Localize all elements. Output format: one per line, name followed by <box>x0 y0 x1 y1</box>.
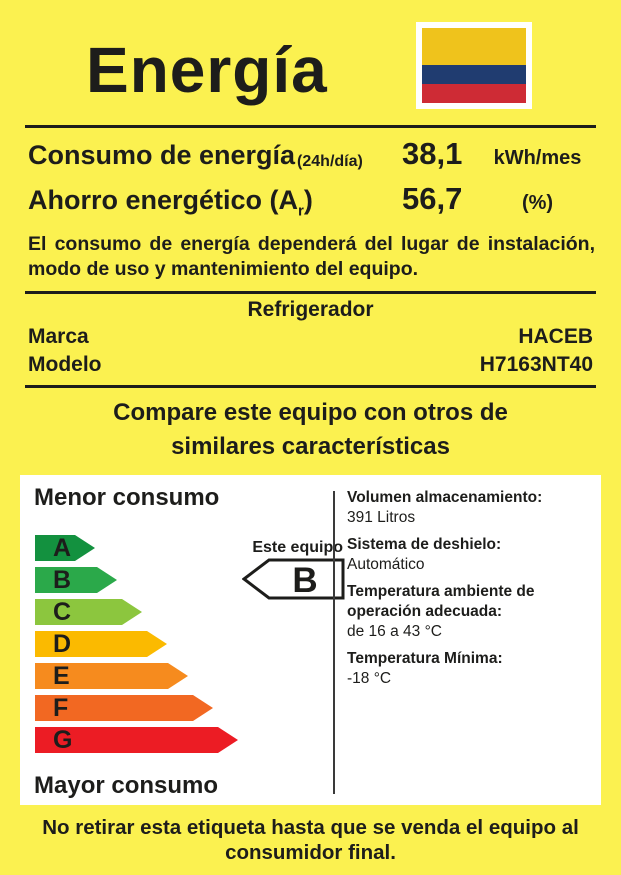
page-title: Energía <box>86 33 328 106</box>
grade-letter: D <box>53 630 72 658</box>
grade-letter: B <box>53 566 72 594</box>
rating-scale: A B C D E F G <box>35 535 238 759</box>
spec-item-min-temp: Temperatura Mínima: -18 °C <box>347 649 591 689</box>
divider-top <box>25 125 596 128</box>
header: Energía <box>0 0 621 125</box>
energy-rows: Consumo de energía (24h/día) 38,1 kWh/me… <box>0 128 621 226</box>
model-value: H7163NT40 <box>479 353 593 376</box>
savings-row: Ahorro energético (Ar) 56,7 (%) <box>28 181 595 226</box>
grade-arrow-g: G <box>35 727 238 753</box>
savings-unit: (%) <box>521 192 554 214</box>
scale-bottom-label: Mayor consumo <box>34 772 219 799</box>
grade-letter: C <box>53 598 72 626</box>
this-equipment-pointer: Este equipo B <box>241 539 346 606</box>
brand-label: Marca <box>28 325 89 348</box>
divider-bottom <box>25 385 596 388</box>
pointer-grade: B <box>292 561 317 600</box>
spec-item-volume: Volumen almacenamiento: 391 Litros <box>347 488 591 528</box>
savings-value: 56,7 <box>402 181 463 216</box>
spec-item-ambient-temp: Temperatura ambiente de operación adecua… <box>347 582 591 642</box>
grade-arrow-b: B <box>35 567 117 593</box>
spec-value: de 16 a 43 °C <box>347 623 442 640</box>
flag-stripe-red <box>422 84 526 103</box>
consumption-suffix: (24h/día) <box>297 153 363 170</box>
model-row: Modelo H7163NT40 <box>28 351 593 379</box>
grade-letter: A <box>53 534 72 562</box>
spec-item-defrost: Sistema de deshielo: Automático <box>347 535 591 575</box>
comparison-box: Menor consumo A B C D E F G Este equipo … <box>20 475 601 805</box>
brand-value: HACEB <box>518 325 593 348</box>
consumption-unit: kWh/mes <box>493 147 582 169</box>
spec-value: Automático <box>347 556 425 573</box>
pointer-label: Este equipo <box>252 539 343 556</box>
spec-value: -18 °C <box>347 670 392 687</box>
grade-arrow-e: E <box>35 663 188 689</box>
flag-stripe-yellow <box>422 28 526 65</box>
consumption-row: Consumo de energía (24h/día) 38,1 kWh/me… <box>28 136 595 181</box>
model-label: Modelo <box>28 353 102 376</box>
consumption-label: Consumo de energía <box>28 140 296 170</box>
spec-label: Sistema de deshielo: <box>347 536 502 553</box>
grade-arrow-a: A <box>35 535 95 561</box>
grade-arrow-d: D <box>35 631 167 657</box>
spec-label: Volumen almacenamiento: <box>347 489 543 506</box>
spec-label: Temperatura ambiente de operación adecua… <box>347 583 535 620</box>
disclaimer-text: El consumo de energía dependerá del luga… <box>28 233 595 280</box>
colombia-flag-icon <box>416 22 532 109</box>
specs-list: Volumen almacenamiento: 391 Litros Siste… <box>347 488 591 696</box>
compare-heading: Compare este equipo con otros de similar… <box>113 399 508 460</box>
savings-label: Ahorro energético (Ar) <box>28 185 313 220</box>
grade-letter: G <box>53 726 73 754</box>
grade-arrow-f: F <box>35 695 213 721</box>
vertical-divider <box>333 491 335 794</box>
brand-row: Marca HACEB <box>28 323 593 351</box>
product-type: Refrigerador <box>247 298 374 321</box>
spec-value: 391 Litros <box>347 509 416 526</box>
savings-subscript: r <box>298 202 304 220</box>
divider-middle <box>25 291 596 294</box>
scale-top-label: Menor consumo <box>34 484 220 511</box>
spec-label: Temperatura Mínima: <box>347 650 503 667</box>
consumption-value: 38,1 <box>402 136 463 171</box>
product-section: Refrigerador Marca HACEB Modelo H7163NT4… <box>0 294 621 385</box>
grade-letter: E <box>53 662 70 690</box>
grade-letter: F <box>53 694 69 722</box>
pointer-arrow-icon: B <box>241 558 345 600</box>
flag-stripe-blue <box>422 65 526 84</box>
grade-arrow-c: C <box>35 599 142 625</box>
footer-note: No retirar esta etiqueta hasta que se ve… <box>42 816 579 864</box>
